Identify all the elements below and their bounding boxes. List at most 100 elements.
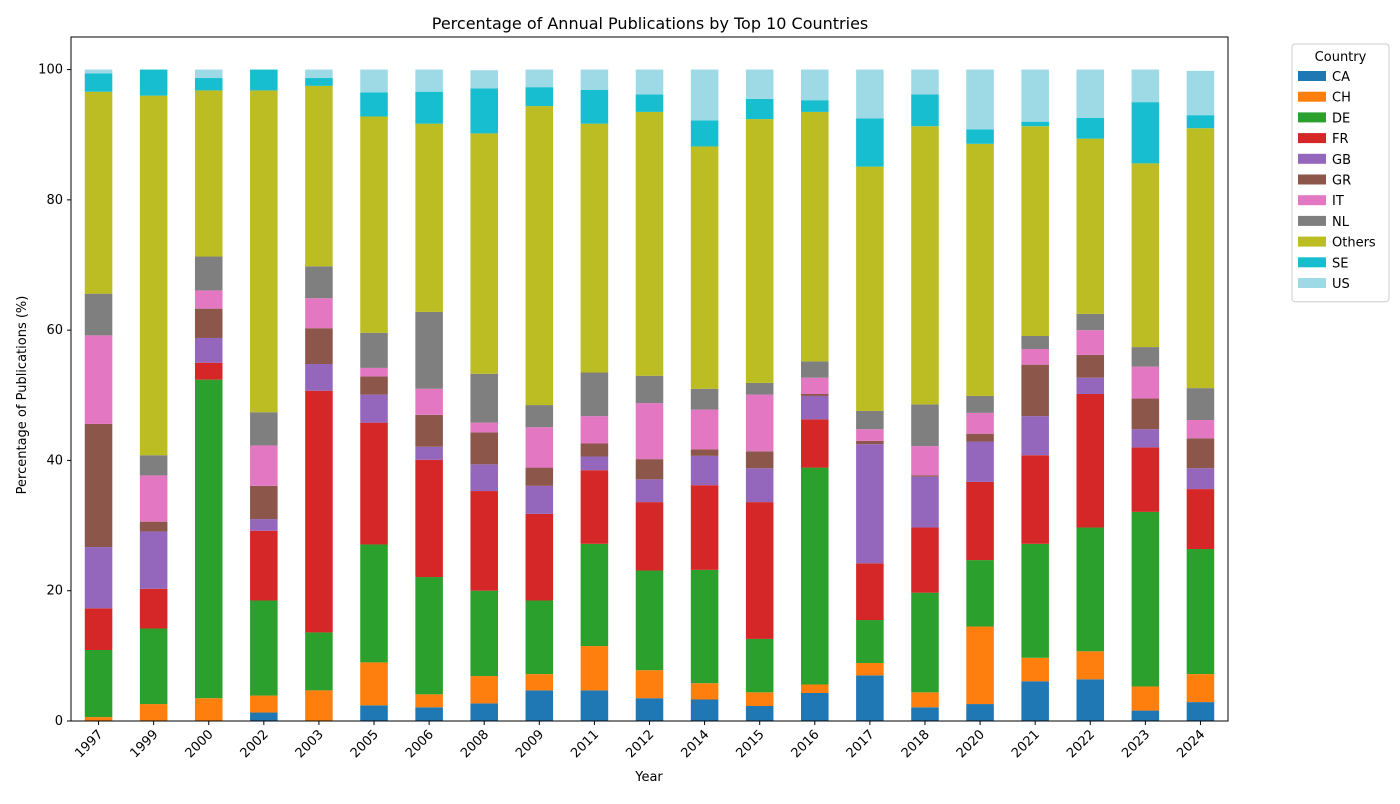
x-tick-label-2002: 2002: [238, 727, 272, 761]
bar-gr-2002: [250, 485, 278, 520]
bar-it-2008: [470, 422, 498, 433]
bar-de-2005: [360, 544, 388, 663]
bar-de-1999: [139, 628, 168, 705]
bar-ch-2021: [1021, 657, 1049, 682]
y-tick-label: 40: [46, 453, 63, 468]
bar-se-2021: [1021, 121, 1049, 127]
bar-ch-2023: [1131, 686, 1160, 711]
bar-it-2003: [305, 298, 333, 329]
legend-swatch-fr: [1298, 133, 1326, 144]
bar-us-2000: [194, 69, 223, 79]
bar-us-2016: [801, 69, 829, 101]
bar-de-2024: [1186, 549, 1215, 675]
bar-gb-2008: [470, 464, 498, 492]
bar-ca-2017: [856, 675, 884, 721]
bar-gb-2024: [1186, 468, 1215, 490]
bars-group: [84, 69, 1215, 721]
bar-it-2002: [250, 445, 278, 486]
bar-gb-2006: [415, 446, 443, 460]
bar-se-2020: [966, 129, 994, 144]
bar-se-2008: [470, 88, 498, 134]
bar-us-2012: [635, 69, 664, 95]
bar-others-2012: [635, 111, 664, 376]
legend-swatch-ch: [1298, 91, 1326, 102]
bar-others-2011: [580, 123, 609, 373]
bar-ch-2005: [360, 662, 388, 706]
legend-swatch-nl: [1298, 215, 1326, 226]
bar-ch-2014: [690, 683, 719, 700]
bar-it-2014: [690, 409, 719, 450]
bar-fr-2024: [1186, 489, 1215, 550]
x-tick-label-2017: 2017: [844, 727, 878, 761]
bar-ch-2017: [856, 663, 884, 676]
bar-gr-2023: [1131, 398, 1160, 430]
bar-ch-2020: [966, 626, 994, 705]
legend-label-gr: GR: [1332, 174, 1351, 189]
bar-it-2020: [966, 412, 994, 434]
bar-gr-2022: [1076, 354, 1105, 378]
bar-gb-2015: [745, 468, 774, 503]
legend-swatch-ca: [1298, 71, 1326, 81]
bar-gr-2012: [635, 459, 664, 480]
x-tick-label-2016: 2016: [789, 727, 823, 761]
bar-fr-2002: [250, 530, 278, 601]
bar-others-1999: [139, 95, 168, 456]
bar-it-2016: [801, 377, 829, 394]
bar-fr-2022: [1076, 393, 1105, 528]
bar-fr-1999: [139, 588, 168, 629]
bar-it-2024: [1186, 420, 1215, 439]
x-tick-label-2003: 2003: [293, 727, 327, 761]
bar-nl-1997: [84, 293, 113, 336]
bar-se-2024: [1186, 115, 1215, 129]
y-tick-label: 60: [46, 323, 63, 338]
bar-de-2003: [305, 632, 333, 691]
bar-us-2023: [1131, 69, 1160, 103]
bar-us-2014: [690, 69, 719, 121]
x-tick-label-2015: 2015: [734, 727, 768, 761]
bar-fr-2021: [1021, 455, 1049, 544]
bar-nl-2008: [470, 373, 498, 423]
bar-gr-2020: [966, 433, 994, 442]
bar-others-2018: [911, 126, 939, 405]
x-tick-label-2012: 2012: [623, 727, 657, 761]
bar-fr-2003: [305, 390, 333, 633]
bar-gr-1997: [84, 423, 113, 548]
bar-others-2023: [1131, 163, 1160, 348]
bar-ca-2021: [1021, 681, 1049, 721]
bar-se-2015: [745, 98, 774, 120]
bar-others-2017: [856, 166, 884, 411]
bar-it-2022: [1076, 330, 1105, 355]
bar-nl-2022: [1076, 313, 1105, 331]
bar-others-2015: [745, 119, 774, 383]
x-tick-label-2011: 2011: [568, 727, 602, 761]
legend-title: Country: [1315, 50, 1367, 65]
bar-de-2012: [635, 570, 664, 671]
legend-swatch-gr: [1298, 174, 1326, 185]
bar-de-2011: [580, 543, 609, 647]
bar-de-2015: [745, 638, 774, 693]
bar-others-2024: [1186, 128, 1215, 389]
bar-de-2023: [1131, 511, 1160, 687]
bar-se-2003: [305, 78, 333, 86]
bar-se-2023: [1131, 102, 1160, 164]
bar-gb-2022: [1076, 377, 1105, 394]
bar-gb-2011: [580, 456, 609, 471]
bar-us-2022: [1076, 69, 1105, 118]
bar-us-2009: [525, 69, 554, 88]
bar-gr-2009: [525, 467, 554, 486]
bar-it-2023: [1131, 366, 1160, 399]
bar-others-1997: [84, 91, 113, 294]
bar-nl-2006: [415, 311, 443, 389]
legend-label-it: IT: [1332, 194, 1344, 209]
bar-fr-2006: [415, 459, 443, 578]
bar-gr-2017: [856, 440, 884, 445]
bar-others-2006: [415, 123, 443, 312]
bar-ch-2003: [305, 690, 333, 721]
x-tick-label-2005: 2005: [348, 727, 382, 761]
bar-gb-2018: [911, 476, 939, 528]
bar-it-1997: [84, 335, 113, 424]
bar-fr-2012: [635, 502, 664, 571]
bar-others-2003: [305, 85, 333, 267]
bar-fr-2008: [470, 491, 498, 591]
